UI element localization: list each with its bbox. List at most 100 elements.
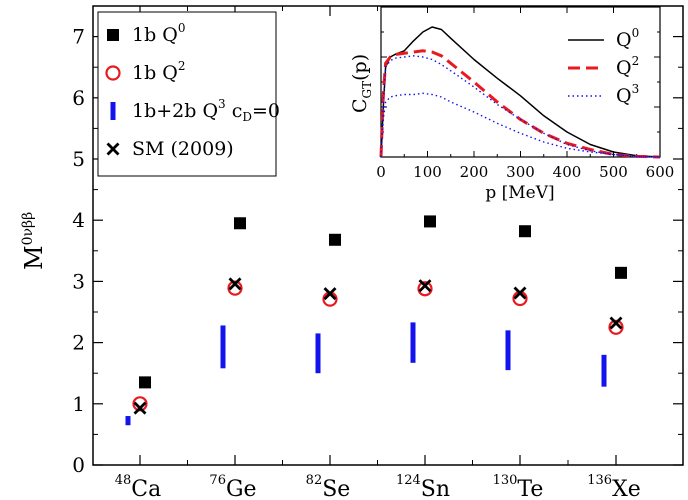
main-x-tick-mass-3: 124 <box>396 473 421 488</box>
circle-marker-sn <box>417 281 433 297</box>
main-x-tick-mass-5: 136 <box>587 473 612 488</box>
main-y-axis-title-sup: 0νββ <box>20 212 36 246</box>
main-x-tick-mass-2: 82 <box>306 473 323 488</box>
x-marker-xe <box>609 316 623 330</box>
square-marker-ca <box>139 376 151 389</box>
legend-label-1: 1b Q2 <box>132 59 186 84</box>
inset-x-tick-label-1: 100 <box>413 163 442 181</box>
main-x-tick-label-5: 136Xe <box>587 473 641 500</box>
circle-marker-xe <box>608 319 624 335</box>
inset-x-tick-label-6: 600 <box>646 163 675 181</box>
range-bar-se <box>315 333 321 374</box>
main-x-tick-symbol-4: Te <box>517 477 543 500</box>
inset-curve-1 <box>379 49 661 159</box>
main-y-tick-label-1: 1 <box>72 392 85 416</box>
main-x-tick-label-4: 130Te <box>493 473 544 500</box>
main-y-tick-label-0: 0 <box>72 453 85 477</box>
inset-legend-label-base-0: Q <box>616 29 632 51</box>
legend-marker-2 <box>110 102 116 120</box>
main-plot-frame <box>92 5 684 466</box>
inset-y-axis-title-base: C <box>349 98 371 113</box>
main-y-axis-title-base: M <box>20 245 48 270</box>
legend-label-3: SM (2009) <box>132 138 234 160</box>
x-marker-te <box>513 286 527 300</box>
inset-legend-label-1: Q2 <box>616 54 639 79</box>
range-bar-sn <box>410 322 416 363</box>
square-marker-sn <box>424 215 436 228</box>
inset-y-axis-title-tail: (p) <box>349 54 371 81</box>
inset-legend-label-sup-1: 2 <box>632 54 640 68</box>
legend-marker-0 <box>107 29 119 41</box>
legend-label-0: 1b Q0 <box>132 21 186 46</box>
legend-label-base-0: 1b Q <box>132 24 178 46</box>
square-marker-se <box>329 233 341 246</box>
inset-legend-label-0: Q0 <box>616 26 639 51</box>
circle-marker-ca <box>132 396 148 412</box>
x-marker-ca <box>133 401 147 415</box>
inset-x-tick-label-2: 200 <box>460 163 489 181</box>
main-x-tick-mass-0: 48 <box>115 473 132 488</box>
inset-x-tick-label-0: 0 <box>376 163 386 181</box>
main-data-marks <box>125 215 627 426</box>
main-y-tick-label-3: 3 <box>72 269 85 293</box>
main-x-tick-label-1: 76Ge <box>209 473 256 500</box>
inset-curve-2 <box>380 55 661 158</box>
legend-label-base-1: 1b Q <box>132 62 178 84</box>
inset-x-ticks: 0 100 200 300 400 500 600 <box>376 7 674 181</box>
legend-marker-3 <box>106 142 120 156</box>
inset-legend-label-sup-2: 3 <box>632 82 640 96</box>
legend-label-suffix-2: c <box>226 100 243 122</box>
inset-legend-label-sup-0: 0 <box>632 26 640 40</box>
legend-marker-1 <box>105 65 121 81</box>
main-y-tick-label-7: 7 <box>72 25 85 49</box>
main-y-axis-title: M0νββ <box>20 212 48 270</box>
main-x-tick-symbol-2: Se <box>322 477 350 500</box>
inset-legend-label-base-2: Q <box>616 85 632 107</box>
range-bar-te <box>505 330 511 371</box>
main-x-tick-symbol-0: Ca <box>131 477 161 500</box>
legend-label-sup-0: 0 <box>178 21 186 35</box>
inset-x-tick-label-4: 400 <box>553 163 582 181</box>
main-x-ticks: 48Ca 76Ge 82Se 124Sn 130Te 136Xe <box>115 6 641 500</box>
main-x-tick-label-2: 82Se <box>306 473 351 500</box>
legend-label-sub-2: D <box>242 110 252 124</box>
main-y-tick-label-2: 2 <box>72 331 85 355</box>
range-bar-ca <box>125 416 131 426</box>
square-marker-ge <box>234 217 246 230</box>
x-marker-ge <box>228 277 242 291</box>
main-x-tick-symbol-1: Ge <box>226 477 257 500</box>
legend-label-sup-1: 2 <box>178 59 186 73</box>
legend-label-tail-2: =0 <box>252 100 280 122</box>
inset-x-tick-label-5: 500 <box>599 163 628 181</box>
inset-x-tick-label-3: 300 <box>506 163 535 181</box>
inset-y-axis-title-sub: GT <box>360 81 374 99</box>
inset-lines <box>379 26 661 159</box>
main-x-tick-symbol-5: Xe <box>612 477 641 500</box>
square-marker-xe <box>615 266 627 279</box>
main-y-tick-label-4: 4 <box>72 208 85 232</box>
main-x-tick-label-3: 124Sn <box>396 473 450 500</box>
inset-curve-0 <box>380 26 661 158</box>
circle-marker-ge <box>227 280 243 296</box>
legend-label-sup-2: 3 <box>218 97 226 111</box>
inset-y-axis-title: CGT(p) <box>349 54 374 113</box>
inset-legend-label-2: Q3 <box>616 82 639 107</box>
range-bar-ge <box>220 325 226 369</box>
main-y-tick-label-5: 5 <box>72 147 85 171</box>
inset-x-axis-title: p [MeV] <box>485 183 554 203</box>
range-bar-xe <box>601 354 607 387</box>
main-x-tick-symbol-3: Sn <box>421 477 450 500</box>
main-x-tick-mass-1: 76 <box>209 473 226 488</box>
inset-legend-label-base-1: Q <box>616 57 632 79</box>
main-x-tick-mass-4: 130 <box>493 473 518 488</box>
x-marker-sn <box>418 279 432 293</box>
legend-label-base-2: 1b+2b Q <box>132 100 218 122</box>
square-marker-te <box>519 225 531 238</box>
main-plot: 0 1 2 3 4 5 6 7 48Ca 76Ge 82Se 124Sn 130Te 136Xe M0ν… <box>20 5 684 500</box>
legend-label-base-3: SM (2009) <box>132 138 234 160</box>
